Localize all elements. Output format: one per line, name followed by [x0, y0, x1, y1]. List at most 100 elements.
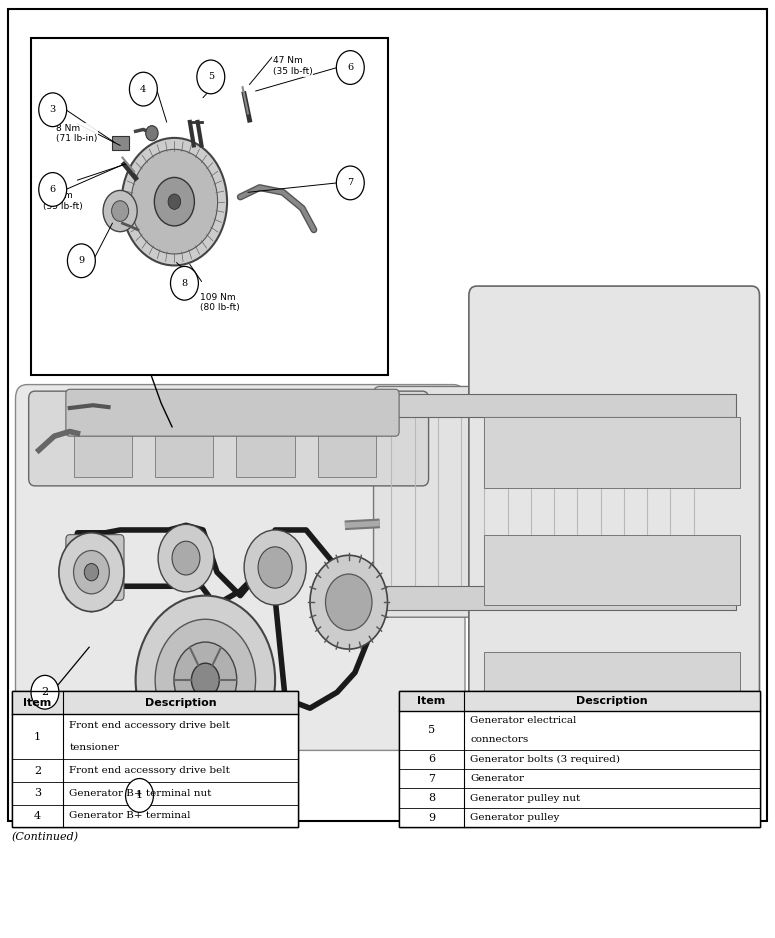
Text: Generator B+ terminal: Generator B+ terminal: [70, 811, 191, 821]
Bar: [8, 9, 767, 821]
Circle shape: [158, 524, 214, 592]
Circle shape: [122, 138, 227, 265]
Bar: [12, 714, 298, 760]
Circle shape: [103, 190, 137, 232]
Bar: [399, 711, 760, 749]
FancyBboxPatch shape: [478, 703, 746, 825]
Bar: [74, 403, 132, 477]
Circle shape: [168, 194, 181, 209]
Text: 4: 4: [34, 811, 41, 821]
Text: tensioner: tensioner: [70, 744, 119, 752]
Text: Front end accessory drive belt: Front end accessory drive belt: [70, 766, 230, 775]
Text: 6: 6: [347, 63, 353, 72]
Bar: [12, 691, 298, 827]
Bar: [399, 691, 760, 711]
Text: Description: Description: [576, 696, 648, 706]
Bar: [399, 769, 760, 789]
Circle shape: [154, 177, 195, 226]
Circle shape: [336, 51, 364, 84]
Text: Generator: Generator: [470, 774, 524, 783]
Circle shape: [197, 60, 225, 94]
Text: Front end accessory drive belt: Front end accessory drive belt: [70, 720, 230, 730]
FancyBboxPatch shape: [66, 389, 399, 436]
Bar: [31, 38, 388, 375]
Text: Item: Item: [418, 696, 446, 706]
Circle shape: [326, 574, 372, 630]
Circle shape: [136, 596, 275, 764]
Text: 7: 7: [428, 774, 435, 784]
Circle shape: [131, 149, 218, 254]
Text: 8 Nm
(71 lb-in): 8 Nm (71 lb-in): [56, 124, 97, 144]
Text: 6: 6: [428, 754, 435, 764]
Text: Generator pulley: Generator pulley: [470, 813, 560, 822]
Circle shape: [170, 266, 198, 300]
Text: 9: 9: [428, 812, 435, 823]
Text: 109 Nm
(80 lb-ft): 109 Nm (80 lb-ft): [200, 293, 239, 312]
Bar: [155, 403, 213, 477]
Circle shape: [112, 201, 129, 221]
Text: Generator electrical: Generator electrical: [470, 716, 577, 725]
Text: 8: 8: [428, 794, 435, 803]
Circle shape: [74, 551, 109, 594]
Circle shape: [310, 555, 388, 649]
Circle shape: [159, 696, 252, 809]
FancyBboxPatch shape: [469, 286, 760, 783]
Text: 6: 6: [50, 185, 56, 194]
Bar: [484, 417, 740, 488]
Circle shape: [39, 93, 67, 127]
Text: 5: 5: [428, 725, 435, 735]
Bar: [318, 403, 376, 477]
Bar: [112, 136, 129, 150]
Circle shape: [244, 530, 306, 605]
Bar: [399, 808, 760, 827]
Bar: [399, 749, 760, 769]
FancyBboxPatch shape: [29, 391, 429, 486]
Text: Generator pulley nut: Generator pulley nut: [470, 794, 580, 803]
Text: 5: 5: [208, 72, 214, 82]
Circle shape: [174, 715, 236, 790]
Text: 47 Nm
(35 lb-ft): 47 Nm (35 lb-ft): [43, 191, 82, 211]
Circle shape: [258, 547, 292, 588]
Circle shape: [146, 126, 158, 141]
Text: 8: 8: [181, 279, 188, 288]
Text: 2: 2: [34, 765, 41, 776]
Text: 1: 1: [34, 732, 41, 742]
Text: N0060572: N0060572: [27, 761, 81, 771]
Text: connectors: connectors: [470, 735, 529, 745]
Bar: [35, 42, 384, 371]
Text: Generator B+ terminal nut: Generator B+ terminal nut: [70, 789, 212, 798]
Circle shape: [129, 72, 157, 106]
Bar: [12, 805, 298, 827]
Text: 3: 3: [50, 105, 56, 114]
Circle shape: [194, 738, 217, 766]
Bar: [12, 691, 298, 827]
Circle shape: [84, 564, 98, 581]
Circle shape: [191, 663, 219, 697]
Text: (Continued): (Continued): [12, 832, 79, 842]
FancyBboxPatch shape: [66, 535, 124, 600]
Text: 47 Nm
(35 lb-ft): 47 Nm (35 lb-ft): [273, 56, 312, 76]
Circle shape: [31, 675, 59, 709]
Circle shape: [39, 173, 67, 206]
Bar: [12, 782, 298, 805]
Text: Generator bolts (3 required): Generator bolts (3 required): [470, 755, 620, 764]
Circle shape: [126, 779, 153, 812]
Bar: [399, 789, 760, 808]
Circle shape: [336, 166, 364, 200]
Bar: [399, 691, 760, 827]
Text: 2: 2: [41, 688, 49, 697]
Text: Item: Item: [23, 698, 52, 707]
Text: 9: 9: [78, 256, 84, 265]
Bar: [484, 652, 740, 722]
Bar: [236, 403, 294, 477]
FancyBboxPatch shape: [374, 386, 742, 617]
Circle shape: [172, 541, 200, 575]
Circle shape: [155, 619, 256, 741]
Bar: [12, 760, 298, 782]
Text: 7: 7: [347, 178, 353, 188]
Bar: [484, 535, 740, 605]
Bar: [380, 586, 736, 610]
Bar: [399, 691, 760, 827]
Circle shape: [174, 642, 237, 719]
Bar: [12, 691, 298, 714]
